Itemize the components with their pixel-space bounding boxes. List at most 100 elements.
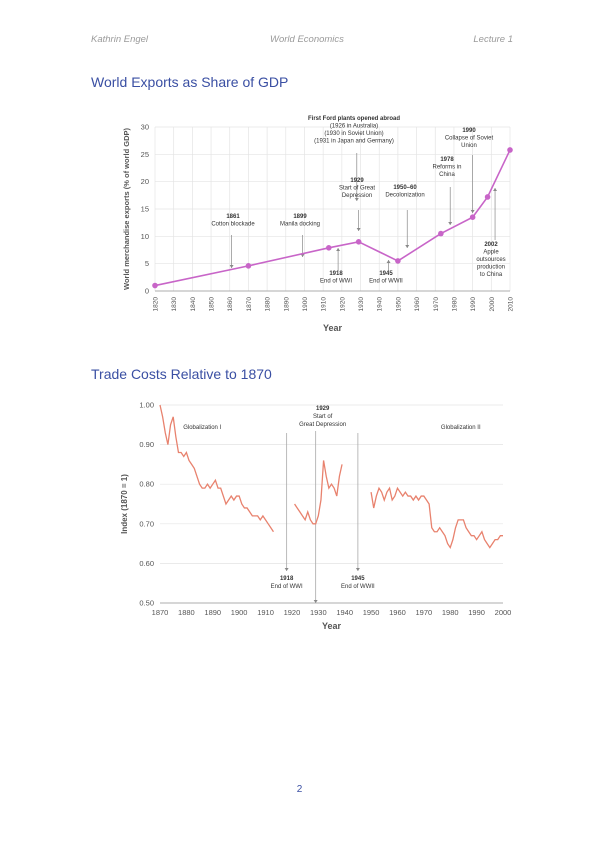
x-tick-label: 1870 xyxy=(152,608,169,617)
event-line-1918: 1918 End of WWI xyxy=(271,433,303,590)
arrowhead xyxy=(356,228,361,231)
event-label: 1929 xyxy=(316,406,330,412)
y-tick-label: 25 xyxy=(141,150,149,159)
annotation-text: End of WWI xyxy=(320,279,352,285)
annotation-text: Apple xyxy=(483,250,499,256)
event-label: End of WWII xyxy=(341,584,375,590)
period-label: Globalization II xyxy=(441,425,481,431)
annotation-text: 1899 xyxy=(293,214,307,220)
event-label: Start of xyxy=(313,414,333,420)
annotation-text: End of WWII xyxy=(369,279,403,285)
data-point xyxy=(507,147,513,153)
period-label: Globalization I xyxy=(183,425,221,431)
section-title-trade-costs: Trade Costs Relative to 1870 xyxy=(91,366,272,382)
annotation-text: 1990 xyxy=(462,128,476,134)
y-tick-label: 1.00 xyxy=(139,401,154,410)
trade-cost-series-line xyxy=(370,486,503,550)
x-tick-label: 1940 xyxy=(336,608,353,617)
x-tick-label: 1910 xyxy=(321,297,328,312)
annotation-text: outsources xyxy=(476,257,505,263)
annotation-text: (1926 in Australia) xyxy=(330,124,378,130)
page-header: Kathrin Engel World Economics Lecture 1 xyxy=(0,34,599,50)
x-axis-label: Year xyxy=(323,323,343,333)
data-point xyxy=(469,214,476,220)
x-tick-label: 1870 xyxy=(246,297,253,312)
exports-chart: 0 5 10 15 20 25 30 1820 1830 1840 1850 1860 1870 1880… xyxy=(122,116,515,333)
x-tick-label: 1910 xyxy=(257,608,274,617)
annotation-text: 1978 xyxy=(440,157,454,163)
arrowhead xyxy=(354,198,359,201)
x-tick-label: 2000 xyxy=(489,297,496,312)
annotation-text: production xyxy=(477,265,505,271)
arrowhead xyxy=(386,260,391,263)
annotation-1955: 1950–60 Decolonization xyxy=(385,185,425,248)
annotation-1945: 1945 End of WWII xyxy=(369,260,403,285)
x-tick-label: 1860 xyxy=(227,297,234,312)
x-tick-label: 2010 xyxy=(508,297,515,312)
x-tick-label: 1980 xyxy=(451,297,458,312)
y-tick-label: 0 xyxy=(145,287,149,296)
x-tick-label: 1970 xyxy=(416,608,433,617)
arrowhead xyxy=(470,210,475,213)
arrowhead xyxy=(493,188,498,191)
x-tick-label: 1880 xyxy=(265,297,272,312)
annotation-text: Manila docking xyxy=(280,222,320,228)
annotation-text: 1918 xyxy=(329,271,343,277)
x-tick-label: 1930 xyxy=(358,297,365,312)
x-tick-label: 1920 xyxy=(339,297,346,312)
annotation-text: 2002 xyxy=(484,242,498,248)
arrowhead xyxy=(355,568,360,571)
page-number: 2 xyxy=(296,784,303,795)
y-tick-label: 5 xyxy=(145,259,149,268)
arrowhead xyxy=(300,254,305,257)
y-tick-label: 10 xyxy=(141,232,149,241)
x-tick-label: 1960 xyxy=(414,297,421,312)
x-tick-label: 1900 xyxy=(231,608,248,617)
annotation-text: to China xyxy=(480,272,503,278)
event-label: 1918 xyxy=(280,576,294,582)
event-line-1929: 1929 Start of Great Depression xyxy=(299,406,346,603)
x-tick-label: 1890 xyxy=(283,297,290,312)
annotation-text: Decolonization xyxy=(385,193,424,199)
annotation-text: China xyxy=(439,172,455,178)
annotation-text: Collapse of Soviet xyxy=(445,136,494,142)
y-tick-label: 0.80 xyxy=(139,480,154,489)
data-point xyxy=(395,258,401,264)
arrowhead xyxy=(229,265,234,268)
data-point xyxy=(484,194,491,200)
annotation-text: Union xyxy=(461,143,477,149)
annotation-text: 1861 xyxy=(226,214,240,220)
x-tick-label: 1890 xyxy=(204,608,221,617)
arrowhead xyxy=(336,248,341,251)
x-tick-label: 1820 xyxy=(153,297,160,312)
annotation-text: Reforms in xyxy=(432,165,461,171)
annotation-text: First Ford plants opened abroad xyxy=(308,116,400,122)
annotation-text: Start of Great xyxy=(339,186,375,192)
annotation-text: (1931 in Japan and Germany) xyxy=(314,139,394,145)
x-tick-label: 1950 xyxy=(363,608,380,617)
arrowhead xyxy=(405,245,410,248)
annotation-text: Depression xyxy=(342,193,372,199)
x-tick-label: 1830 xyxy=(171,297,178,312)
annotation-1861: 1861 Cotton blockade xyxy=(211,214,255,268)
arrowhead xyxy=(313,600,318,603)
event-label: End of WWI xyxy=(271,584,303,590)
y-tick-label: 0.50 xyxy=(139,599,154,608)
data-point xyxy=(325,245,332,251)
y-axis-label: World merchandise exports (% of world GD… xyxy=(122,128,131,290)
arrowhead xyxy=(284,568,289,571)
course-name: World Economics xyxy=(270,34,344,45)
x-tick-label: 1980 xyxy=(442,608,459,617)
x-tick-label: 1900 xyxy=(302,297,309,312)
trade-cost-series-line xyxy=(294,460,343,525)
event-line-1945: 1945 End of WWII xyxy=(341,433,375,590)
data-point xyxy=(438,230,444,237)
x-tick-label: 2000 xyxy=(495,608,512,617)
x-tick-label: 1990 xyxy=(468,608,485,617)
arrowhead xyxy=(448,222,453,225)
y-tick-label: 0.60 xyxy=(139,559,154,568)
